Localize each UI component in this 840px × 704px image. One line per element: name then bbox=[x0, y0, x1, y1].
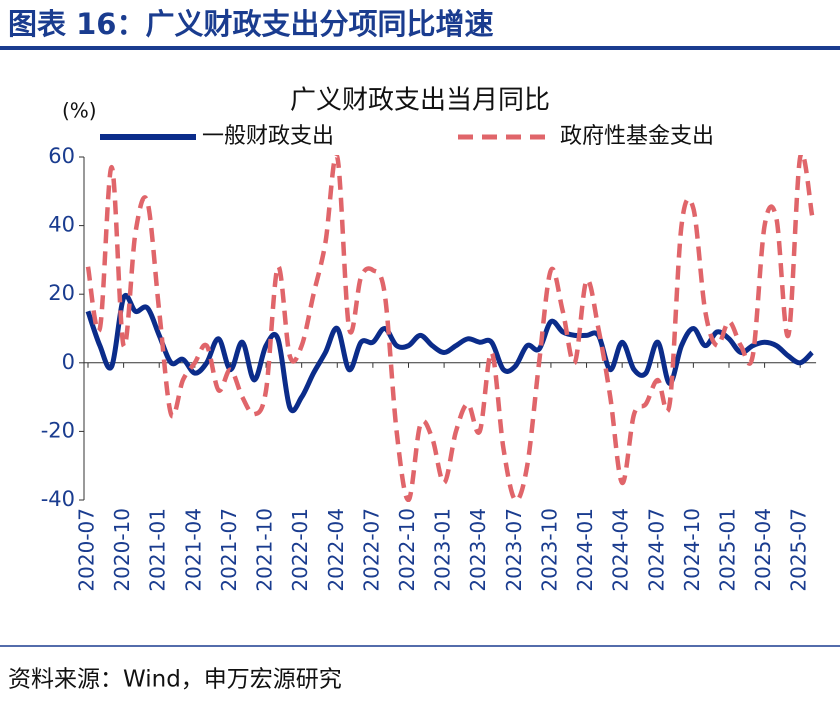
y-tick-label: 0 bbox=[62, 350, 75, 374]
series-line bbox=[85, 155, 815, 502]
x-tick-label: 2021-07 bbox=[217, 508, 241, 592]
legend-label: 政府性基金支出 bbox=[560, 124, 714, 149]
x-tick-label: 2024-04 bbox=[609, 508, 633, 592]
x-tick-label: 2022-01 bbox=[288, 508, 312, 592]
x-tick-label: 2023-07 bbox=[502, 508, 526, 592]
x-tick-label: 2021-04 bbox=[181, 508, 205, 592]
header-title: 图表 16：广义财政支出分项同比增速 bbox=[8, 7, 493, 41]
x-tick-label: 2020-10 bbox=[110, 508, 134, 592]
x-tick-label: 2023-04 bbox=[466, 508, 490, 592]
x-tick-label: 2021-01 bbox=[146, 508, 170, 592]
chart-title: 广义财政支出当月同比 bbox=[290, 86, 550, 116]
x-tick-label: 2025-04 bbox=[751, 508, 775, 592]
x-tick-label: 2022-04 bbox=[324, 508, 348, 592]
y-tick-label: 20 bbox=[48, 281, 75, 305]
x-tick-label: 2021-10 bbox=[253, 508, 277, 592]
x-tick-label: 2025-07 bbox=[787, 508, 811, 592]
x-tick-label: 2024-10 bbox=[680, 508, 704, 592]
x-tick-label: 2022-07 bbox=[359, 508, 383, 592]
legend-label: 一般财政支出 bbox=[202, 124, 334, 149]
x-tick-label: 2020-07 bbox=[75, 508, 99, 592]
footer-source: 资料来源：Wind，申万宏源研究 bbox=[8, 667, 342, 693]
x-tick-label: 2023-10 bbox=[537, 508, 561, 592]
x-tick-label: 2023-01 bbox=[431, 508, 455, 592]
series-line bbox=[85, 293, 814, 414]
y-tick-label: -20 bbox=[41, 418, 75, 442]
x-tick-label: 2024-07 bbox=[644, 508, 668, 592]
y-axis-label: (%) bbox=[62, 99, 97, 123]
x-tick-label: 2022-10 bbox=[395, 508, 419, 592]
y-tick-label: -40 bbox=[41, 487, 75, 511]
header-rule bbox=[0, 46, 840, 50]
x-tick-label: 2025-01 bbox=[715, 508, 739, 592]
y-tick-label: 60 bbox=[48, 144, 75, 168]
x-tick-label: 2024-01 bbox=[573, 508, 597, 592]
y-tick-label: 40 bbox=[48, 213, 75, 237]
